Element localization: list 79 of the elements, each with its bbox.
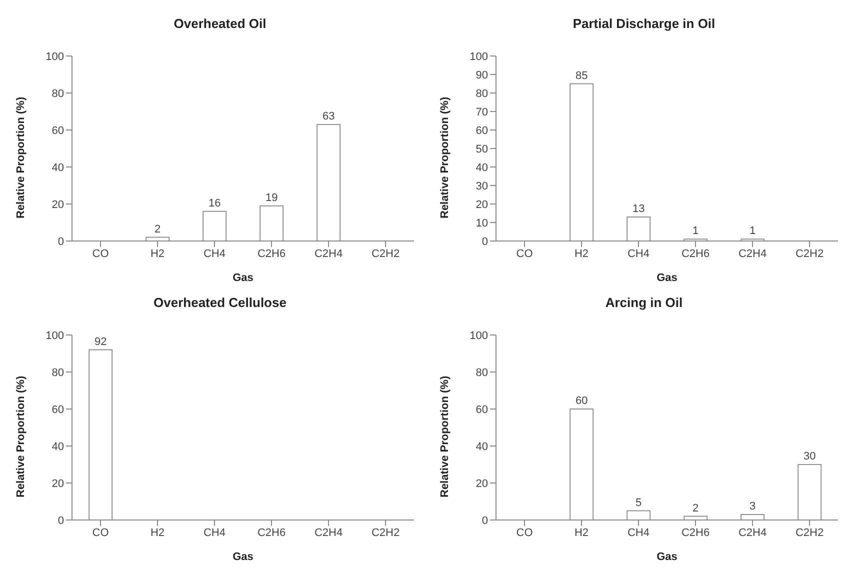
y-tick-label: 80	[476, 88, 488, 100]
x-tick-label: C2H4	[738, 248, 767, 260]
x-tick-label: C2H6	[257, 248, 286, 260]
y-tick-label: 80	[52, 366, 64, 379]
y-tick-label: 40	[52, 440, 64, 453]
y-axis-title: Relative Proportion (%)	[438, 96, 451, 218]
y-tick-label: 50	[476, 143, 488, 156]
y-tick-label: 20	[52, 198, 64, 211]
y-tick-label: 20	[476, 198, 488, 211]
x-axis-title: Gas	[656, 272, 678, 284]
data-label: 2	[692, 502, 699, 514]
x-tick-label: CH4	[627, 248, 650, 260]
y-axis-title: Relative Proportion (%)	[438, 376, 451, 498]
y-axis-title: Relative Proportion (%)	[14, 96, 27, 218]
y-tick-label: 0	[482, 236, 488, 248]
x-tick-label: CH4	[627, 526, 650, 539]
y-tick-label: 80	[52, 88, 64, 100]
x-tick-label: CO	[516, 248, 534, 260]
data-label: 92	[94, 336, 107, 348]
y-tick-label: 0	[58, 236, 64, 248]
data-label: 19	[265, 192, 278, 204]
chart-title: Arcing in Oil	[604, 294, 684, 312]
y-axis-title: Relative Proportion (%)	[14, 376, 27, 498]
y-tick-label: 40	[476, 162, 488, 174]
y-tick-label: 100	[46, 330, 64, 342]
y-tick-label: 90	[476, 69, 488, 82]
y-tick-label: 60	[476, 404, 488, 416]
x-tick-label: H2	[150, 248, 165, 260]
y-tick-label: 60	[52, 124, 64, 137]
x-tick-label: CO	[516, 526, 534, 539]
data-label: 2	[154, 223, 161, 236]
data-label: 60	[575, 395, 588, 407]
y-tick-label: 40	[52, 162, 64, 174]
x-tick-label: C2H4	[314, 526, 343, 539]
data-label: 5	[636, 496, 642, 509]
y-tick-label: 20	[52, 478, 64, 490]
y-tick-label: 60	[476, 124, 488, 137]
x-tick-label: C2H2	[371, 248, 400, 260]
data-label: 63	[322, 110, 335, 122]
y-tick-label: 70	[476, 106, 488, 118]
x-tick-label: H2	[574, 526, 589, 539]
y-tick-label: 30	[476, 180, 488, 192]
x-tick-label: CH4	[203, 248, 226, 260]
x-tick-label: C2H4	[738, 526, 767, 539]
y-tick-label: 100	[46, 50, 64, 63]
y-tick-label: 20	[476, 478, 488, 490]
x-tick-label: C2H2	[795, 248, 824, 260]
x-tick-label: C2H2	[795, 526, 824, 539]
y-tick-label: 10	[476, 217, 488, 230]
data-label: 30	[803, 450, 816, 462]
x-tick-label: H2	[574, 248, 589, 260]
data-label: 16	[208, 197, 221, 210]
data-label: 1	[750, 225, 756, 238]
y-tick-label: 0	[482, 514, 488, 527]
y-tick-label: 0	[58, 514, 64, 527]
y-tick-label: 80	[476, 366, 488, 379]
data-label: 1	[692, 225, 699, 238]
x-axis-title: Gas	[232, 272, 254, 284]
x-tick-label: H2	[150, 526, 165, 539]
y-tick-label: 100	[470, 330, 488, 342]
x-tick-label: C2H6	[681, 526, 710, 539]
x-tick-label: C2H6	[681, 248, 710, 260]
x-tick-label: C2H6	[257, 526, 286, 539]
x-tick-label: C2H2	[371, 526, 400, 539]
x-tick-label: CH4	[203, 526, 226, 539]
chart-title: Partial Discharge in Oil	[572, 15, 716, 33]
y-tick-label: 40	[476, 440, 488, 453]
y-tick-label: 100	[470, 50, 488, 63]
y-tick-label: 60	[52, 404, 64, 416]
chart-title: Overheated Oil	[172, 15, 268, 33]
x-axis-title: Gas	[656, 551, 678, 563]
data-label: 85	[575, 70, 588, 82]
x-axis-title: Gas	[232, 551, 254, 563]
x-tick-label: CO	[92, 526, 110, 539]
x-tick-label: C2H4	[314, 248, 343, 260]
data-label: 3	[750, 500, 756, 512]
chart-title: Overheated Cellulose	[152, 294, 288, 312]
data-label: 13	[632, 202, 645, 215]
x-tick-label: CO	[92, 248, 110, 260]
